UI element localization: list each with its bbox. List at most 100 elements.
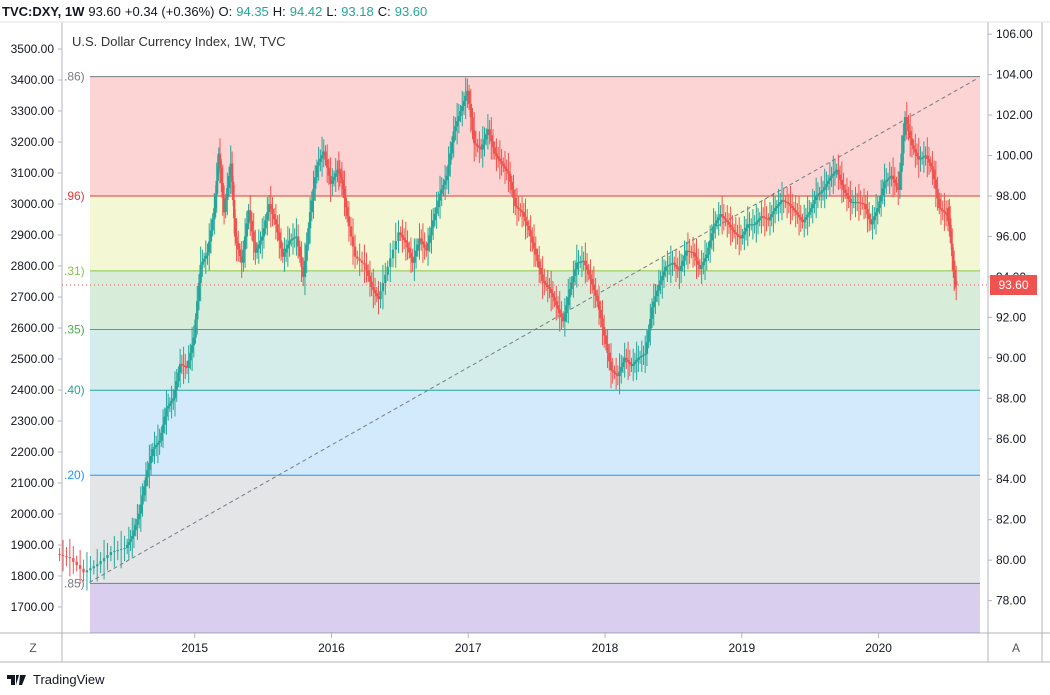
candle-body bbox=[240, 256, 243, 263]
candle-body bbox=[864, 204, 867, 210]
candle-body bbox=[946, 214, 949, 216]
right-axis-tick-label: 88.00 bbox=[996, 391, 1026, 405]
left-price-axis[interactable]: 3500.00 3400.00 3300.00 3200.00 3100.00 3000.… bbox=[11, 42, 62, 614]
candle-body bbox=[367, 270, 370, 276]
candle-body bbox=[683, 255, 686, 261]
candle-body bbox=[302, 266, 305, 277]
candle-body bbox=[838, 174, 842, 180]
candle-body bbox=[763, 217, 767, 219]
zoom-button[interactable]: Z bbox=[29, 641, 37, 655]
candle-body bbox=[714, 223, 717, 227]
candle-body bbox=[139, 504, 143, 514]
candle-body bbox=[549, 289, 553, 294]
candle-body bbox=[338, 172, 342, 175]
left-axis-tick-label: 3100.00 bbox=[11, 166, 55, 180]
candle-body bbox=[630, 363, 633, 366]
left-axis-tick-label: 2700.00 bbox=[11, 290, 55, 304]
candle-body bbox=[922, 156, 926, 158]
candle-body bbox=[149, 455, 153, 464]
candle-body bbox=[213, 208, 216, 220]
candle-body bbox=[99, 561, 102, 565]
time-axis-tick-label: 2016 bbox=[318, 641, 345, 655]
candle-body bbox=[290, 239, 293, 241]
candle-body bbox=[797, 214, 801, 218]
candle-body bbox=[61, 555, 65, 557]
candle-body bbox=[368, 275, 372, 282]
candle-body bbox=[597, 301, 601, 310]
fib-band bbox=[90, 390, 980, 476]
candle-body bbox=[402, 237, 406, 240]
candle-body bbox=[608, 352, 611, 362]
symbol-legend: TVC:DXY, 1W 93.60 +0.34 (+0.36%) O: 94.35… bbox=[2, 1, 427, 21]
candle-body bbox=[693, 252, 696, 257]
candle-body bbox=[594, 290, 597, 296]
candle-body bbox=[144, 477, 148, 487]
candle-body bbox=[406, 242, 409, 248]
fib-label: .31) bbox=[64, 264, 85, 278]
candle-body bbox=[620, 366, 623, 372]
candle-body bbox=[895, 182, 898, 187]
candle-body bbox=[272, 214, 276, 220]
candle-body bbox=[82, 568, 85, 573]
auto-scale-button[interactable]: A bbox=[1011, 641, 1020, 655]
time-axis[interactable]: 2015 2016 2017 2018 2019 2020 bbox=[181, 633, 892, 655]
candle-body bbox=[320, 155, 324, 159]
left-axis-tick-label: 1800.00 bbox=[11, 569, 55, 583]
left-axis-tick-label: 2900.00 bbox=[11, 228, 55, 242]
candle-body bbox=[520, 210, 524, 213]
candle-body bbox=[373, 290, 377, 294]
candle-body bbox=[512, 189, 515, 199]
candle-body bbox=[68, 557, 72, 559]
candle-body bbox=[515, 206, 519, 208]
candle-body bbox=[761, 216, 765, 218]
candle-body bbox=[536, 254, 539, 262]
candle-body bbox=[479, 147, 483, 150]
candle-body bbox=[891, 175, 895, 180]
candle-body bbox=[216, 167, 219, 181]
candle-body bbox=[953, 272, 957, 277]
candle-body bbox=[654, 296, 657, 302]
candle-body bbox=[830, 175, 833, 178]
tradingview-logo-text: TradingView bbox=[33, 672, 105, 687]
candle-body bbox=[920, 157, 924, 159]
right-price-axis[interactable]: 106.00104.00102.00100.0098.0096.0094.009… bbox=[988, 27, 1033, 608]
candle-body bbox=[322, 151, 325, 156]
candle-body bbox=[785, 202, 789, 204]
candle-body bbox=[370, 281, 373, 288]
fib-label: .85) bbox=[64, 576, 85, 590]
candle-body bbox=[486, 129, 490, 135]
candle-body bbox=[943, 211, 946, 213]
left-axis-tick-label: 2200.00 bbox=[11, 445, 55, 459]
candle-body bbox=[678, 268, 681, 271]
candle-body bbox=[490, 135, 493, 142]
candle-body bbox=[905, 117, 908, 125]
last-price-badge: 93.60 bbox=[990, 275, 1037, 295]
candle-body bbox=[438, 193, 442, 201]
candle-body bbox=[599, 309, 602, 319]
candle-body bbox=[859, 202, 862, 204]
symbol-name[interactable]: TVC:DXY, 1W bbox=[2, 3, 85, 19]
candle-body bbox=[944, 212, 948, 215]
candle-body bbox=[384, 274, 387, 283]
candle-body bbox=[885, 180, 888, 182]
candle-body bbox=[271, 209, 274, 215]
candle-body bbox=[698, 264, 702, 269]
candle-body bbox=[755, 222, 758, 225]
candle-body bbox=[861, 203, 864, 205]
left-axis-tick-label: 2500.00 bbox=[11, 352, 55, 366]
candle-body bbox=[712, 226, 715, 234]
trend-line-segment bbox=[89, 78, 978, 583]
candle-body bbox=[464, 95, 467, 101]
candle-body bbox=[666, 265, 669, 267]
chart-title: U.S. Dollar Currency Index, 1W, TVC bbox=[72, 34, 286, 49]
candle-body bbox=[912, 145, 915, 149]
tradingview-logo[interactable]: TradingView bbox=[6, 672, 105, 687]
candle-body bbox=[283, 252, 286, 257]
time-axis-tick-label: 2018 bbox=[592, 641, 619, 655]
candle-body bbox=[221, 182, 224, 198]
candle-body bbox=[220, 168, 223, 183]
candle-body bbox=[736, 233, 739, 236]
candle-body bbox=[143, 486, 146, 496]
candle-body bbox=[717, 217, 720, 221]
